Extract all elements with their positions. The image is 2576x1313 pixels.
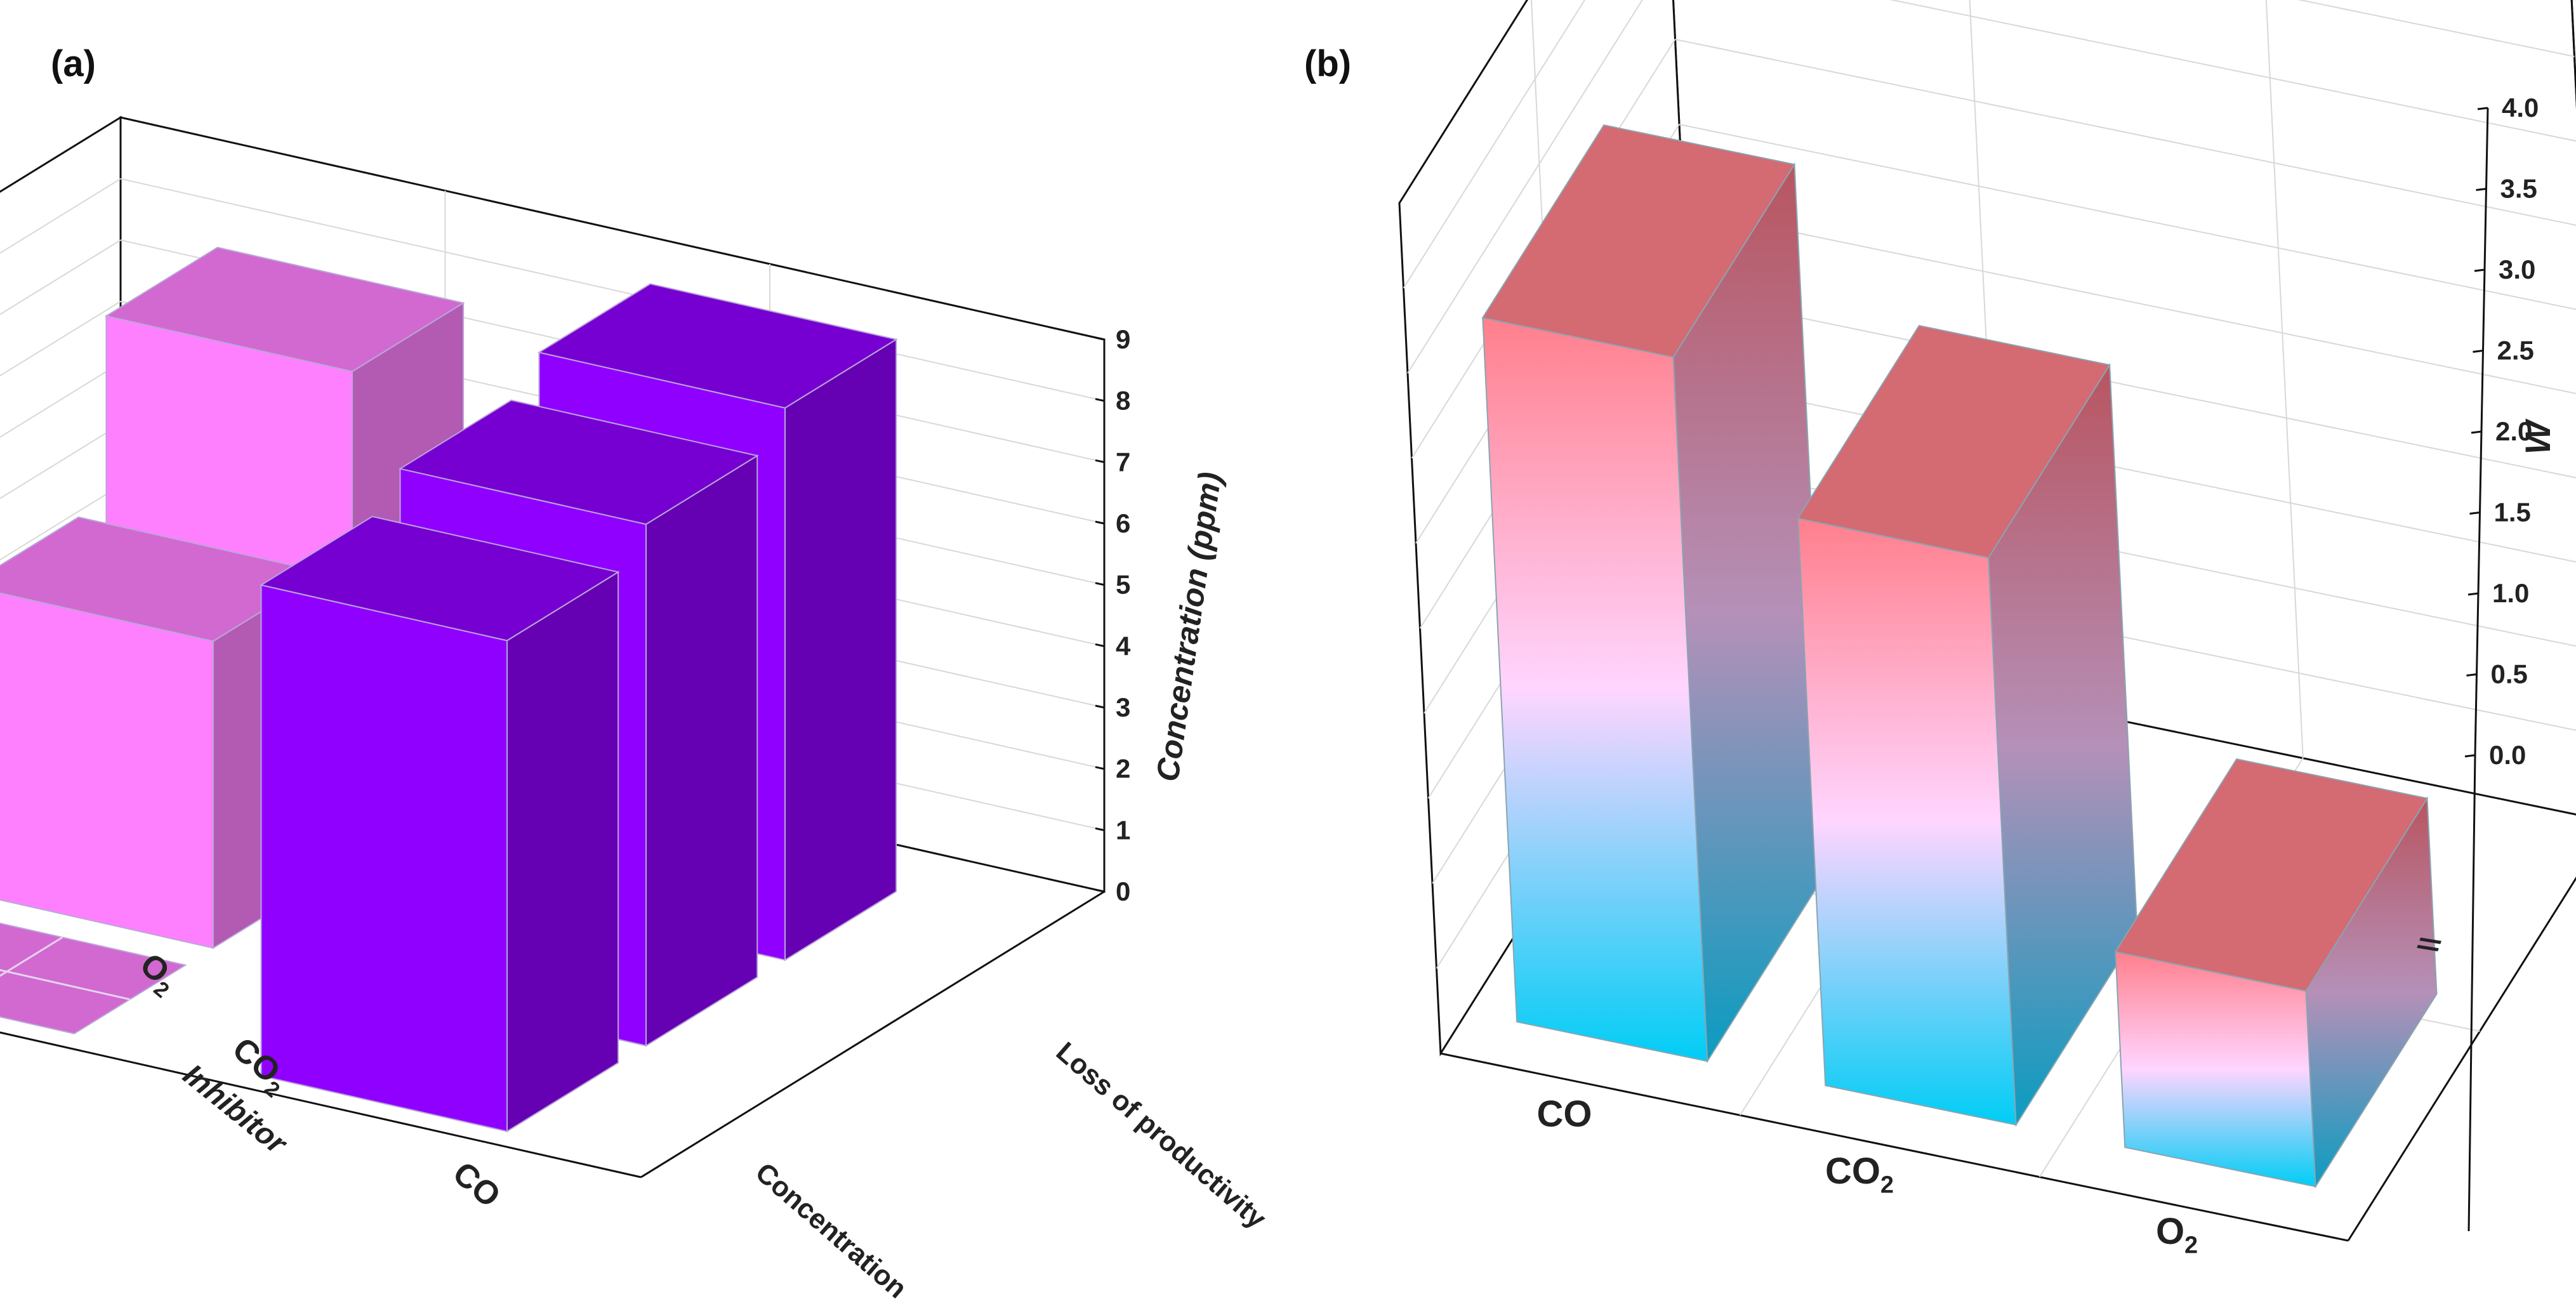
bar-a-loss-of-productivity-co [259, 515, 620, 1133]
y-tick-label: 3.5 [2500, 174, 2537, 204]
panel-b-gridline [2297, 0, 2575, 57]
z-tick-label: 0 [1116, 876, 1130, 906]
panel-b-y-ticks: 0.0 0.5 1.0 1.5 2.0 2.5 3.0 3.5 4.0 [2464, 93, 2539, 1232]
z-tick-mark [1095, 704, 1105, 709]
y-tick-mark [2477, 107, 2488, 110]
bar-side-face [645, 454, 758, 1047]
panel-b-category-label-co: CO [1537, 1093, 1592, 1135]
y-tick-mark [2473, 350, 2483, 353]
z-tick-label: 3 [1116, 692, 1130, 722]
panel-b-bars [1481, 124, 2438, 1189]
bar-top-face [259, 515, 620, 642]
y-tick-mark [2471, 430, 2482, 434]
panel-b-gridline [1687, 294, 2576, 478]
y-tick-label: 0.0 [2489, 740, 2526, 770]
z-tick-label: 6 [1116, 508, 1130, 538]
panel-b-gridline [1683, 209, 2576, 395]
z-tick-label: 2 [1116, 754, 1130, 784]
panel-b-y-axis-title: W [2518, 418, 2558, 454]
panel-a-gridline [0, 423, 121, 499]
y-tick-label: 1.0 [2492, 578, 2529, 608]
y-tick-label: 2.5 [2497, 336, 2534, 366]
z-tick-label: 8 [1116, 386, 1130, 416]
bar-top-face [2114, 758, 2429, 992]
panel-a-gridline [120, 178, 1105, 402]
bar-top-face [1797, 324, 2111, 558]
z-tick-mark [1095, 582, 1105, 586]
z-tick-label: 7 [1116, 447, 1130, 477]
y-tick-mark [2469, 511, 2480, 515]
panel-b-floor-edge [1440, 1052, 2349, 1242]
bar-side-face [784, 338, 897, 961]
panel-b-gridline [1675, 39, 2576, 226]
y-tick-mark [2467, 592, 2479, 596]
bar-a-concentration-co [0, 922, 187, 1034]
y-tick-mark [2476, 188, 2487, 191]
panel-b-gridline [1679, 124, 2576, 310]
panel-a-gridline [0, 239, 121, 315]
bar-top-face [0, 516, 326, 642]
y-tick-label: 3.0 [2499, 254, 2535, 284]
panel-b-category-labels: CO CO2 O2 [1537, 1093, 2198, 1258]
panel-a-label: (a) [51, 43, 96, 84]
z-tick-label: 9 [1116, 324, 1130, 354]
y-axis-lower-line [2467, 755, 2476, 1232]
bar-flat-divider [0, 969, 130, 1001]
bar-top-face [0, 922, 187, 1034]
panel-a-floor-edge [0, 1031, 642, 1178]
panel-a-x-category-labels: Concentration Loss of productivity [750, 1036, 1272, 1305]
panel-a-category-label-co: CO [446, 1155, 507, 1215]
panel-b: (b) 0.00.51.01.52.02.53.03.54.0 W \\ COC… [1304, 0, 2576, 1258]
z-tick-mark [1095, 398, 1105, 402]
bar-front-face [1797, 517, 2017, 1126]
bar-top-face [537, 283, 898, 409]
panel-b-gridline [1889, 0, 2576, 142]
z-tick-mark [1095, 459, 1105, 463]
panel-a-gridline [0, 485, 121, 561]
bar-front-face [260, 584, 508, 1133]
bar-top-face [1481, 124, 1796, 358]
z-tick-mark [1095, 520, 1105, 525]
bar-side-face [506, 571, 619, 1133]
z-tick-mark [1095, 827, 1105, 831]
bar-top-face [398, 399, 759, 525]
panel-a-gridline [0, 301, 121, 377]
panel-a-z-axis-title: Concentration (ppm) [1149, 470, 1228, 784]
y-tick-label: 0.5 [2491, 659, 2528, 689]
panel-b-category-label-o2: O2 [2156, 1211, 2198, 1258]
z-tick-mark [1095, 643, 1105, 647]
z-tick-mark [1095, 888, 1105, 893]
panel-a-gridline [0, 178, 121, 254]
z-tick-mark [1095, 766, 1105, 770]
z-tick-label: 1 [1116, 815, 1130, 845]
panel-b-gridline [2265, 0, 2304, 758]
z-tick-label: 4 [1116, 631, 1131, 661]
y-tick-mark [2464, 754, 2476, 758]
bar-b-o2 [2114, 758, 2438, 1189]
panel-b-label: (b) [1304, 43, 1351, 84]
bar-front-face [0, 592, 214, 949]
bar-b-co [1481, 124, 1830, 1064]
panel-a-x-category-label: Concentration [750, 1157, 913, 1305]
panel-b-gridline [1691, 379, 2576, 563]
panel-a-floor-edge [640, 890, 1105, 1178]
panel-a-x-category-label: Loss of productivity [1050, 1036, 1272, 1235]
y-tick-label: 4.0 [2502, 93, 2539, 122]
bar-top-face [104, 246, 465, 373]
bar-b-co2 [1797, 324, 2138, 1127]
z-tick-mark [1095, 336, 1105, 341]
panel-b-category-label-co2: CO2 [1825, 1151, 1894, 1198]
panel-a-z-ticks: 0 1 2 3 4 5 6 7 8 9 [1095, 324, 1131, 906]
y-tick-mark [2474, 268, 2485, 272]
panel-a-gridline [0, 362, 121, 438]
y-axis-line [2474, 107, 2489, 756]
panel-a-bars [0, 246, 898, 1133]
z-tick-label: 5 [1116, 570, 1130, 600]
y-tick-label: 2.0 [2495, 416, 2532, 446]
bar-front-face [1482, 317, 1708, 1062]
y-tick-label: 1.5 [2494, 498, 2531, 527]
y-tick-mark [2466, 673, 2477, 676]
